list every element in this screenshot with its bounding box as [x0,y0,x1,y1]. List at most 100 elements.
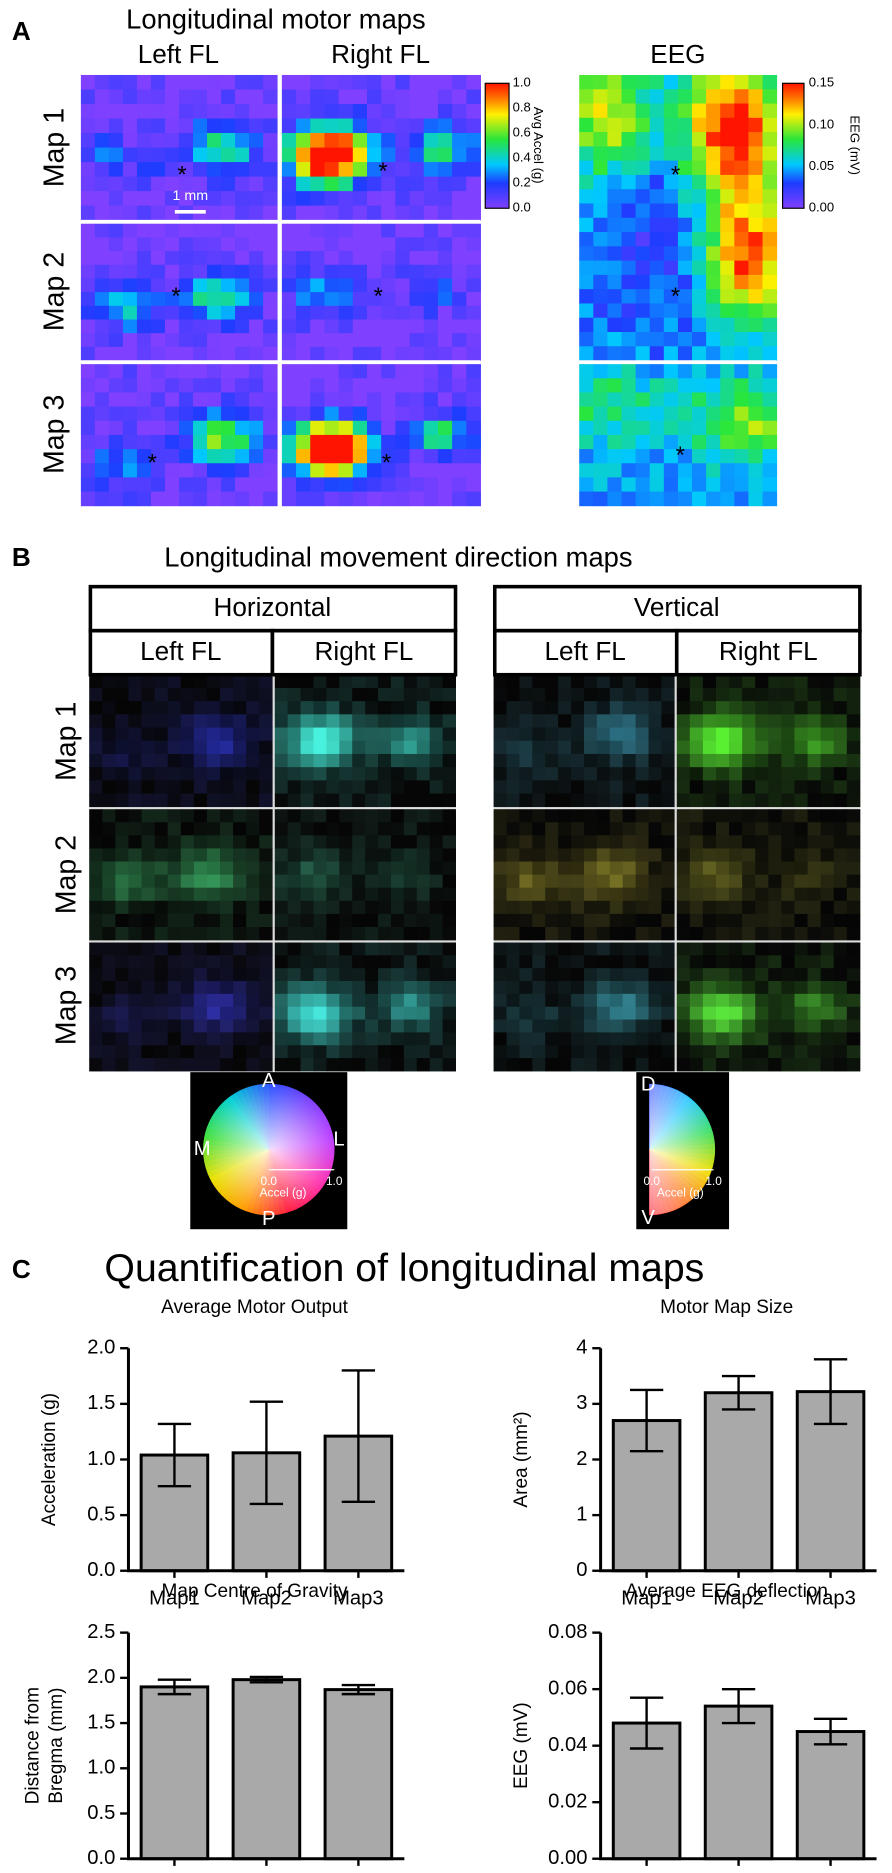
heatmap-cell [593,392,608,408]
heatmap-cell [621,117,637,133]
heatmap-cell [715,848,730,863]
heatmap-cell [833,1006,848,1021]
heatmap-cell [381,147,396,163]
heatmap-cell [150,205,166,221]
heatmap-cell [324,491,340,507]
heatmap-cell [365,900,379,915]
heatmap-cell [622,793,637,808]
heatmap-cell [128,780,143,795]
heatmap-cell [220,674,234,689]
heatmap-cell [648,701,662,715]
heatmap-cell [94,434,110,450]
heatmap-cell [689,740,704,755]
heatmap-cell [395,346,411,362]
heatmap-cell [249,264,264,279]
heatmap-cell [381,305,396,320]
heatmap-cell [593,317,608,333]
y-axis-label: Area (mm²) [511,1411,532,1507]
heatmap-cell [221,237,236,252]
heatmap-cell [281,477,297,493]
heatmap-cell [395,104,411,119]
heatmap-cell [692,132,707,147]
heatmap-cell [442,874,456,889]
heatmap-cell [706,346,721,362]
heatmap-cell [167,874,182,889]
heatmap-cell [115,740,129,755]
heatmap-cell [233,861,247,876]
heatmap-cell [545,714,559,729]
heatmap-cell [115,687,129,702]
heatmap-cell [193,237,208,252]
heatmap-cell [689,835,704,849]
heatmap-cell [102,1058,116,1072]
heatmap-cell [506,1032,520,1046]
heatmap-cell [689,767,704,781]
heatmap-cell [339,926,353,941]
heatmap-cell [80,420,96,436]
heatmap-cell [648,942,662,956]
heatmap-cell [768,1045,782,1059]
heatmap-cell [648,968,662,982]
heatmap-cell [390,780,405,795]
heatmap-cell [519,968,533,982]
heatmap-cell [593,434,608,450]
heatmap-cell [80,205,96,221]
heatmap-cell [661,1032,675,1046]
heatmap-cell [338,434,354,450]
heatmap-cell [833,968,848,982]
heatmap-cell [366,89,382,105]
heatmap-cell [89,714,103,729]
heatmap-cell [635,364,651,379]
heatmap-cell [649,303,665,319]
heatmap-cell [352,1019,366,1033]
heatmap-cell [207,191,222,207]
heatmap-cell [437,162,453,178]
heatmap-cell [429,793,444,808]
heatmap-cell [742,926,756,941]
heatmap-cell [519,714,533,729]
heatmap-cell [352,1032,366,1046]
heatmap-cell [193,89,208,105]
heatmap-cell [339,1045,353,1059]
heatmap-cell [365,753,379,768]
heatmap-cell [755,822,769,836]
heatmap-cell [233,727,247,742]
heatmap-cell [221,420,236,436]
heatmap-cell [720,132,735,147]
heatmap-cell [300,740,314,755]
heatmap-cell [635,189,651,204]
heatmap-cell [833,874,848,889]
heatmap-cell [108,251,124,266]
heatmap-cell [102,942,116,956]
heatmap-cell [324,319,340,334]
heatmap-cell [692,463,707,478]
heatmap-cell [807,955,822,969]
heatmap-cell [442,861,456,876]
heatmap-cell [452,118,467,134]
heatmap-cell [755,1058,769,1072]
heatmap-cell [423,251,439,266]
heatmap-cell [122,392,138,408]
heatmap-cell [249,346,264,362]
heatmap-cell [128,926,143,941]
heatmap-cell [429,848,444,863]
heatmap-cell [164,278,180,293]
heatmap-cell [409,477,425,493]
heatmap-cell [807,981,822,995]
heatmap-cell [180,793,195,808]
heatmap-cell [263,406,278,422]
heatmap-cell [339,674,353,689]
heatmap-cell [748,74,764,90]
heatmap-cell [193,942,208,956]
heatmap-cell [178,449,194,464]
heatmap-cell [80,264,96,279]
heatmap-cell [281,346,297,362]
heatmap-cell [692,89,707,105]
heatmap-cell [768,926,782,941]
heatmap-cell [506,793,520,808]
heatmap-cell [755,701,769,715]
heatmap-cell [338,104,354,119]
heatmap-cell [768,835,782,849]
heatmap-cell [233,1032,247,1046]
heatmap-cell [558,714,572,729]
